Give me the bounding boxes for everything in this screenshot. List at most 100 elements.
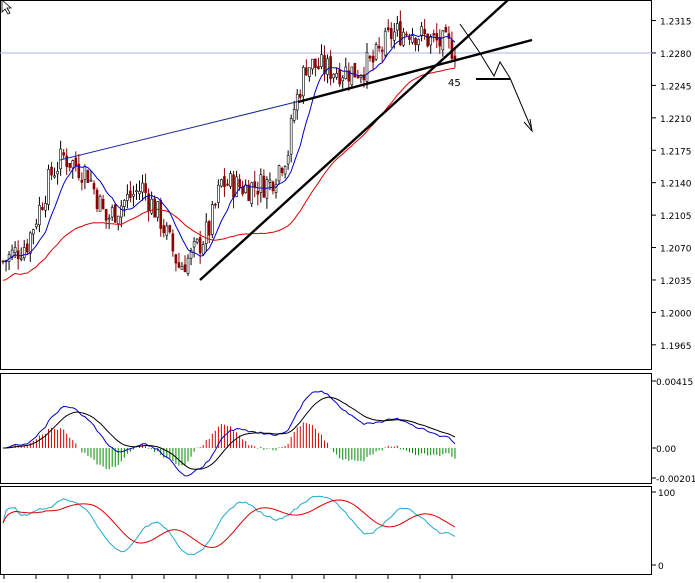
candle-body[interactable] [338,69,342,85]
candle-body[interactable] [314,58,317,69]
candle-body[interactable] [180,266,184,270]
candle-body[interactable] [16,250,20,260]
macd-main-line[interactable] [2,390,456,477]
moving-average-fast-line[interactable] [2,33,456,263]
candle-body[interactable] [432,33,436,36]
candle-body[interactable] [283,166,287,175]
candle-body[interactable] [241,186,244,195]
candle-body[interactable] [165,225,169,236]
candle-body[interactable] [195,238,199,243]
candle-body[interactable] [365,52,369,82]
candle-body[interactable] [389,28,393,40]
candle-body[interactable] [62,152,65,156]
candle-body[interactable] [277,165,281,182]
moving-average-slow-line[interactable] [2,67,456,281]
candle-body[interactable] [177,262,181,268]
candle-body[interactable] [380,49,384,52]
candle-body[interactable] [417,38,420,46]
candle-body[interactable] [377,45,381,49]
candle-body[interactable] [10,249,14,258]
candle-body[interactable] [25,243,29,253]
candle-body[interactable] [28,232,32,254]
candle-body[interactable] [13,247,17,253]
candle-body[interactable] [308,67,311,78]
candle-body[interactable] [356,76,360,79]
candle-body[interactable] [335,73,338,78]
price-panel[interactable] [0,10,652,281]
candle-body[interactable] [104,208,108,221]
candle-body[interactable] [426,33,429,47]
candle-body[interactable] [192,241,196,248]
candle-body[interactable] [305,67,308,76]
candle-body[interactable] [56,171,59,175]
candle-body[interactable] [350,66,354,86]
projection-path[interactable] [459,23,533,131]
candle-body[interactable] [444,27,448,33]
candle-body[interactable] [286,155,290,165]
candle-body[interactable] [238,179,241,188]
candle-body[interactable] [298,93,302,98]
candle-body[interactable] [44,203,47,211]
candle-body[interactable] [162,225,166,234]
candle-body[interactable] [135,190,138,192]
candle-body[interactable] [453,55,457,60]
candle-body[interactable] [332,73,335,79]
candle-body[interactable] [107,217,111,220]
candle-body[interactable] [150,198,153,214]
candle-body[interactable] [256,190,260,195]
candle-body[interactable] [32,229,35,235]
candle-body[interactable] [320,54,323,67]
candle-body[interactable] [35,223,38,228]
candle-body[interactable] [383,30,387,56]
candle-body[interactable] [232,174,235,198]
candle-body[interactable] [423,28,426,35]
candle-body[interactable] [211,204,214,235]
candle-body[interactable] [353,62,357,78]
candle-body[interactable] [368,56,372,59]
candle-body[interactable] [95,189,99,209]
candle-body[interactable] [411,35,414,43]
candle-body[interactable] [183,264,187,273]
candle-body[interactable] [271,181,275,192]
support-trendline[interactable] [199,0,509,281]
candle-body[interactable] [408,36,411,40]
candle-body[interactable] [189,250,193,259]
candle-body[interactable] [362,74,366,81]
candle-body[interactable] [405,33,408,36]
candle-body[interactable] [435,33,439,41]
candle-body[interactable] [386,27,390,31]
candle-body[interactable] [438,36,442,47]
candle-body[interactable] [220,179,223,187]
candle-body[interactable] [323,55,326,75]
candle-body[interactable] [174,254,178,264]
candle-body[interactable] [138,190,141,195]
candle-body[interactable] [214,203,217,206]
candle-body[interactable] [371,55,375,63]
candle-body[interactable] [311,58,314,70]
candle-body[interactable] [341,77,345,82]
candle-body[interactable] [47,169,50,205]
candle-body[interactable] [71,160,75,169]
candle-body[interactable] [414,38,417,46]
candle-body[interactable] [259,174,263,193]
candle-body[interactable] [204,221,208,244]
stochastic-panel[interactable] [2,495,456,556]
macd-panel[interactable] [2,390,456,477]
candle-body[interactable] [247,184,250,201]
candle-body[interactable] [347,70,351,82]
candle-body[interactable] [292,109,296,121]
candle-body[interactable] [92,183,96,190]
candle-body[interactable] [326,58,329,75]
candle-body[interactable] [392,31,396,41]
candle-body[interactable] [250,182,254,204]
candle-body[interactable] [129,190,132,199]
candle-body[interactable] [50,166,53,176]
candle-body[interactable] [289,118,293,155]
candle-body[interactable] [83,166,87,181]
candle-body[interactable] [280,168,284,173]
macd-signal-line[interactable] [3,396,456,470]
candle-body[interactable] [168,225,172,233]
candle-body[interactable] [223,176,226,187]
